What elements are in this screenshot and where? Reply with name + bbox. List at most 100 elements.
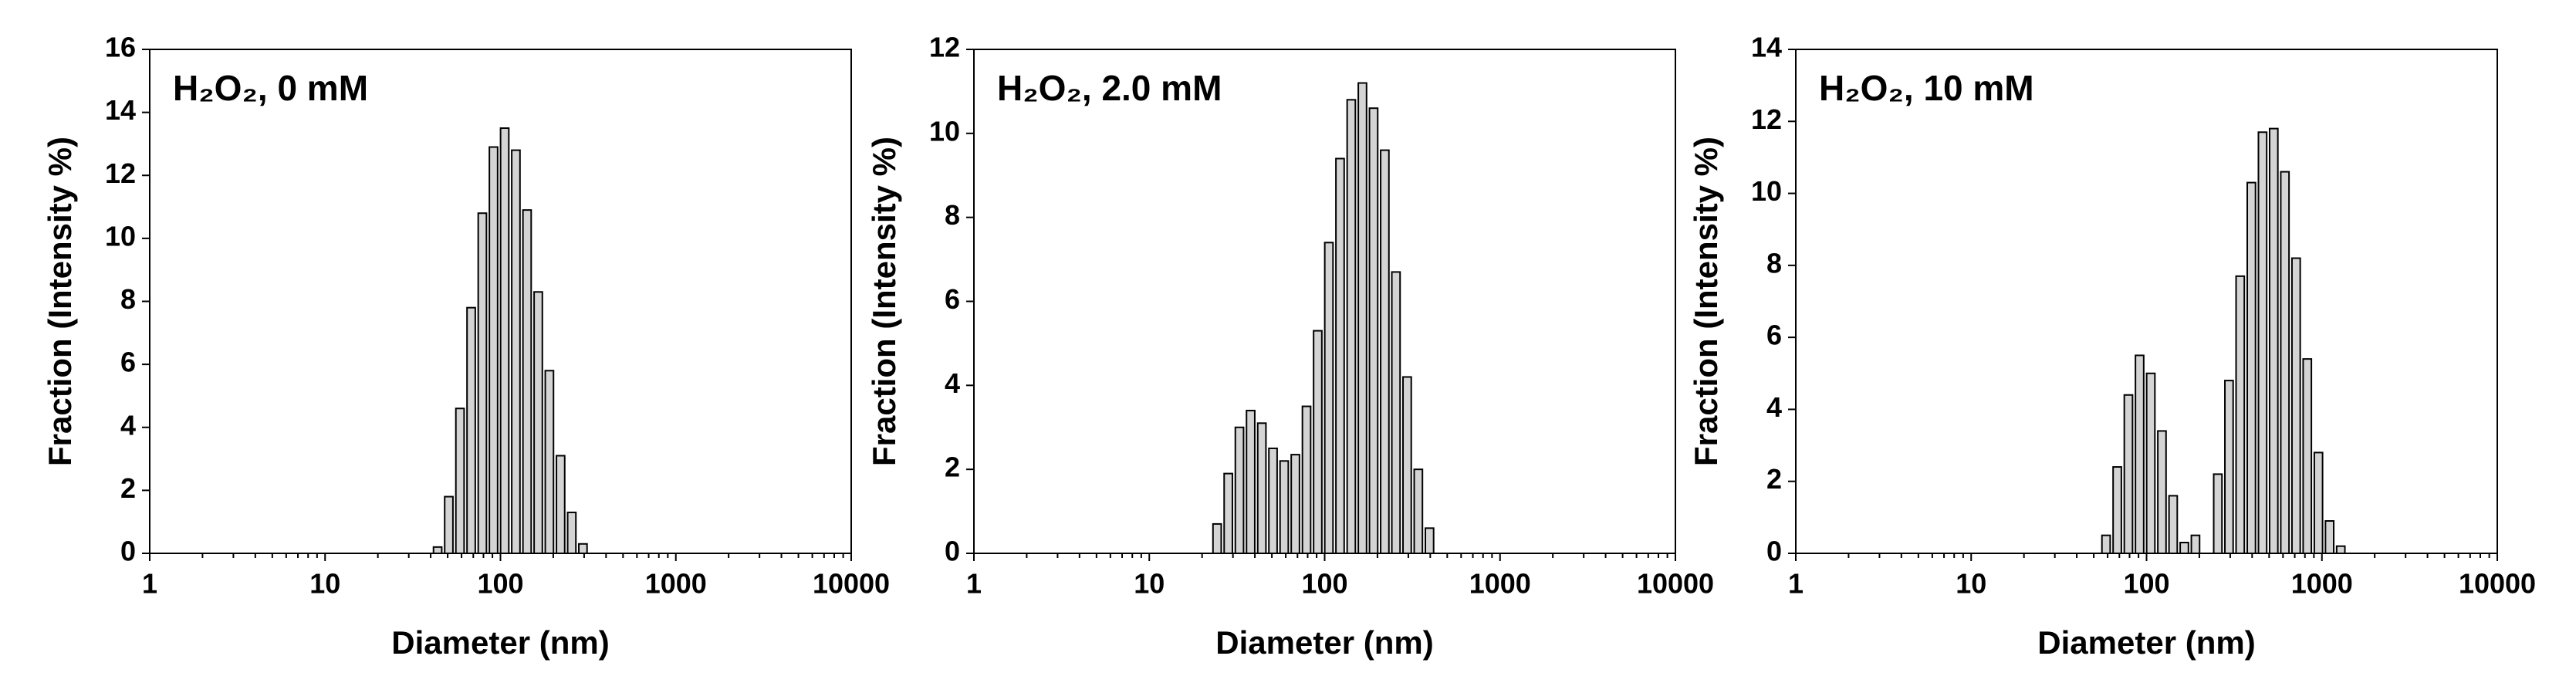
bar bbox=[466, 306, 476, 554]
x-tick-label: 10000 bbox=[2459, 568, 2536, 600]
bar bbox=[522, 209, 532, 554]
bar bbox=[556, 455, 566, 555]
bar bbox=[455, 407, 465, 555]
y-tick-label: 6 bbox=[945, 283, 960, 315]
x-tick-label: 10 bbox=[1134, 568, 1165, 600]
x-axis-title: Diameter (nm) bbox=[1215, 624, 1433, 661]
panel: 0 2 4 6 8 10 12 14 16 1 10 100 1000 10000 Diameter (nm… bbox=[42, 32, 890, 661]
y-tick-label: 14 bbox=[105, 94, 136, 126]
x-tick-label: 10000 bbox=[813, 568, 890, 600]
bar bbox=[2190, 534, 2201, 555]
bar bbox=[1335, 157, 1345, 554]
annotation: H₂O₂, 10 mM bbox=[1819, 68, 2034, 108]
y-tick-label: 8 bbox=[945, 199, 960, 231]
y-tick-label: 10 bbox=[105, 220, 136, 252]
x-axis-title: Diameter (nm) bbox=[2037, 624, 2255, 661]
bar bbox=[1256, 422, 1267, 555]
bar bbox=[1425, 527, 1435, 554]
annotation: H₂O₂, 2.0 mM bbox=[997, 68, 1222, 108]
bar bbox=[2313, 451, 2324, 555]
y-axis-title: Fraction (Intensity %) bbox=[866, 137, 902, 466]
y-tick-label: 0 bbox=[1766, 536, 1782, 567]
bar bbox=[2246, 181, 2257, 554]
y-tick-label: 14 bbox=[1751, 32, 1782, 63]
bar bbox=[2268, 127, 2279, 555]
bar bbox=[488, 146, 499, 555]
bar bbox=[2112, 466, 2122, 554]
bar bbox=[2324, 520, 2335, 554]
bar bbox=[566, 511, 577, 554]
bar bbox=[533, 291, 543, 554]
bar bbox=[2290, 257, 2301, 554]
y-tick-label: 6 bbox=[1766, 320, 1782, 351]
y-tick-label: 4 bbox=[120, 409, 136, 441]
y-tick-label: 2 bbox=[120, 472, 136, 504]
bar bbox=[1357, 82, 1367, 555]
bar bbox=[1290, 454, 1300, 555]
bar bbox=[1323, 242, 1334, 554]
x-tick-label: 1 bbox=[142, 568, 157, 600]
annotation: H₂O₂, 0 mM bbox=[173, 68, 368, 108]
bar bbox=[2145, 372, 2156, 554]
y-tick-label: 12 bbox=[105, 157, 136, 189]
y-tick-label: 10 bbox=[929, 115, 960, 147]
y-tick-label: 6 bbox=[120, 347, 136, 378]
bar bbox=[544, 370, 555, 554]
bar bbox=[477, 212, 488, 554]
bar bbox=[578, 543, 588, 554]
y-tick-label: 8 bbox=[1766, 247, 1782, 279]
x-tick-label: 100 bbox=[2123, 568, 2169, 600]
x-tick-label: 100 bbox=[477, 568, 523, 600]
bar bbox=[1313, 330, 1323, 554]
y-tick-label: 8 bbox=[120, 283, 136, 315]
bar bbox=[499, 127, 510, 554]
bar bbox=[1234, 426, 1245, 554]
x-axis-title: Diameter (nm) bbox=[391, 624, 609, 661]
bar bbox=[1346, 99, 1357, 555]
bar bbox=[1223, 472, 1233, 555]
bar bbox=[2335, 545, 2346, 555]
bar bbox=[1391, 271, 1401, 554]
x-tick-label: 1000 bbox=[2291, 568, 2353, 600]
y-tick-label: 16 bbox=[105, 32, 136, 63]
x-tick-label: 10 bbox=[309, 568, 340, 600]
bar bbox=[2280, 171, 2290, 554]
x-tick-label: 1 bbox=[1788, 568, 1804, 600]
bar bbox=[1413, 468, 1424, 555]
bar bbox=[2302, 358, 2313, 554]
y-tick-label: 4 bbox=[1766, 391, 1782, 423]
bar bbox=[2257, 131, 2268, 554]
bar bbox=[2224, 380, 2234, 554]
bar bbox=[432, 546, 443, 555]
y-tick-label: 0 bbox=[945, 536, 960, 567]
bar bbox=[1279, 460, 1290, 554]
bar bbox=[1380, 149, 1390, 555]
y-tick-label: 2 bbox=[945, 451, 960, 483]
y-tick-label: 12 bbox=[1751, 103, 1782, 135]
bar bbox=[1368, 107, 1379, 554]
bar bbox=[2179, 542, 2189, 554]
x-tick-label: 1000 bbox=[645, 568, 707, 600]
bar bbox=[2123, 394, 2134, 554]
bar bbox=[1268, 447, 1278, 554]
y-axis-title: Fraction (Intensity %) bbox=[1688, 137, 1724, 466]
bar bbox=[2168, 495, 2179, 554]
bar bbox=[1212, 522, 1222, 554]
x-tick-label: 1000 bbox=[1469, 568, 1531, 600]
bar bbox=[1246, 409, 1256, 554]
bar bbox=[2157, 430, 2167, 555]
x-tick-label: 10000 bbox=[1637, 568, 1714, 600]
bar bbox=[2101, 534, 2111, 555]
x-tick-label: 10 bbox=[1956, 568, 1986, 600]
y-tick-label: 12 bbox=[929, 32, 960, 63]
panel: 0 2 4 6 8 10 12 1 10 100 1000 10000 Diameter (nm) Fra… bbox=[866, 32, 1714, 661]
bar bbox=[2235, 275, 2246, 554]
x-tick-label: 1 bbox=[966, 568, 982, 600]
y-axis-title: Fraction (Intensity %) bbox=[42, 137, 78, 466]
y-tick-label: 4 bbox=[945, 367, 960, 399]
y-tick-label: 2 bbox=[1766, 463, 1782, 495]
x-tick-label: 100 bbox=[1301, 568, 1347, 600]
bar bbox=[1301, 405, 1312, 555]
